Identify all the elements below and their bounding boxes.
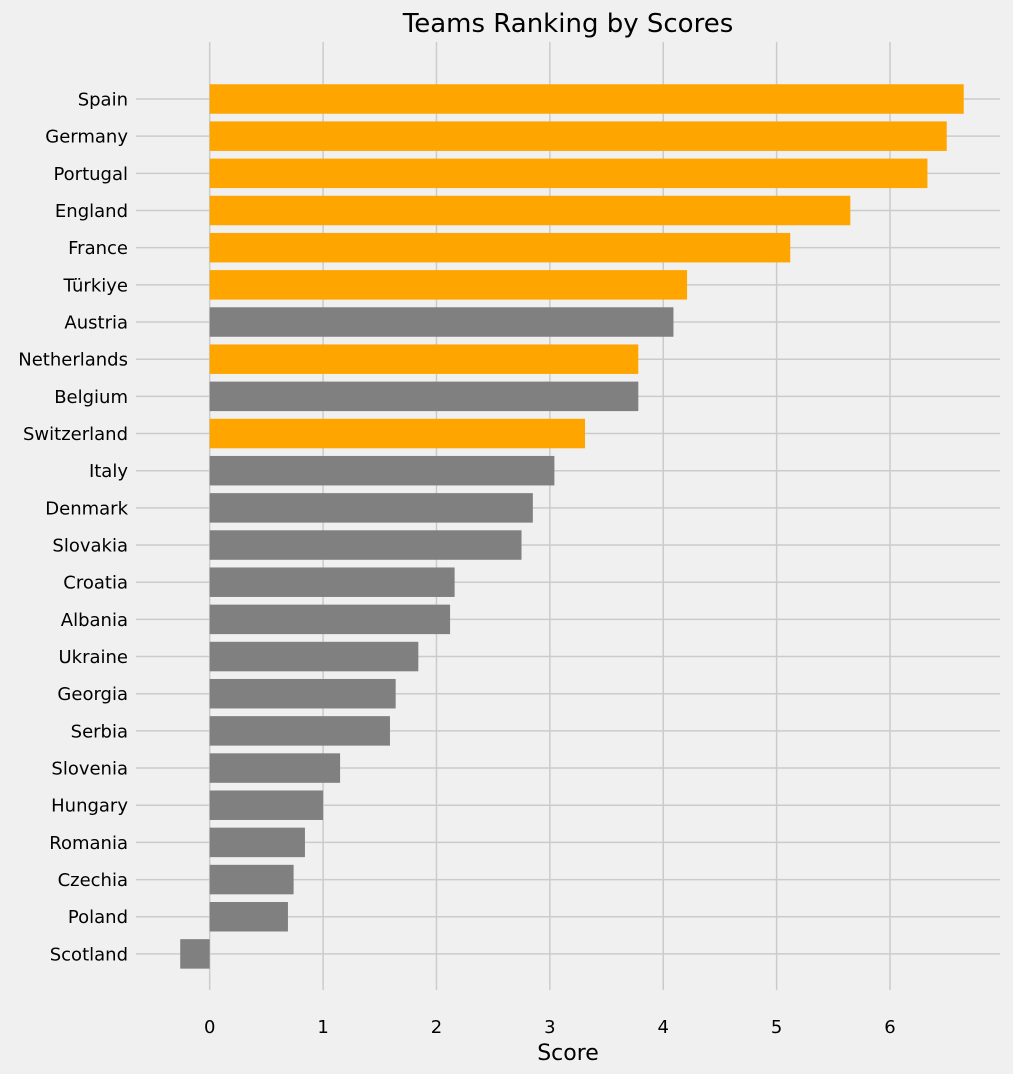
bar-denmark <box>209 493 533 523</box>
y-tick-label: Ukraine <box>58 647 128 668</box>
y-tick-label: Slovenia <box>51 759 128 780</box>
x-tick-label: 4 <box>658 1017 669 1038</box>
y-tick-label: Hungary <box>51 796 128 817</box>
y-tick-label: Belgium <box>54 387 128 408</box>
x-tick-label: 1 <box>317 1017 328 1038</box>
y-tick-label: France <box>68 238 128 259</box>
y-tick-label: Portugal <box>53 164 128 185</box>
bar-italy <box>209 455 555 486</box>
bar-slovakia <box>209 530 522 560</box>
bar-serbia <box>209 716 390 746</box>
x-tick-label: 5 <box>771 1017 782 1038</box>
y-tick-label: Georgia <box>57 684 128 705</box>
bar-france <box>209 232 791 263</box>
y-tick-label: England <box>55 201 128 222</box>
y-tick-label: Slovakia <box>52 536 128 557</box>
bar-hungary <box>209 790 324 820</box>
bar-ukraine <box>209 641 419 672</box>
y-tick-label: Serbia <box>71 721 128 742</box>
x-tick-label: 0 <box>204 1017 215 1038</box>
y-tick-label: Scotland <box>50 944 128 965</box>
y-tick-label: Germany <box>45 127 128 148</box>
y-tick-label: Spain <box>78 90 128 111</box>
bar-poland <box>209 901 288 932</box>
y-tick-labels: Spain Germany Portugal England France Türkiye… <box>18 90 128 966</box>
bar-england <box>209 195 851 226</box>
bar-germany <box>209 121 947 151</box>
bar-scotland <box>180 939 210 969</box>
bar-croatia <box>209 567 455 597</box>
bar-switzerland <box>209 418 586 449</box>
y-tick-label: Poland <box>68 907 128 928</box>
bar-portugal <box>209 158 928 189</box>
y-tick-label: Italy <box>89 461 128 482</box>
bar-czechia <box>209 864 294 895</box>
x-tick-labels: 0 1 2 3 4 5 6 <box>204 1017 896 1038</box>
bar-netherlands <box>209 344 639 374</box>
bar-romania <box>209 827 305 858</box>
bar-türkiye <box>209 270 688 300</box>
bar-belgium <box>209 381 639 412</box>
bar-albania <box>209 604 451 635</box>
bar-slovenia <box>209 753 341 783</box>
y-tick-label: Croatia <box>63 573 128 594</box>
y-tick-label: Netherlands <box>18 350 128 371</box>
x-tick-label: 6 <box>884 1017 895 1038</box>
y-tick-label: Türkiye <box>63 275 129 296</box>
bar-georgia <box>209 678 396 709</box>
y-tick-label: Czechia <box>58 870 128 891</box>
bars <box>180 84 964 969</box>
y-tick-label: Austria <box>64 313 128 334</box>
x-tick-label: 2 <box>431 1017 442 1038</box>
x-tick-label: 3 <box>544 1017 555 1038</box>
y-tick-label: Switzerland <box>23 424 128 445</box>
y-tick-label: Albania <box>61 610 128 631</box>
chart-title: Teams Ranking by Scores <box>402 9 733 39</box>
bar-austria <box>209 307 674 337</box>
bar-spain <box>209 84 964 114</box>
x-axis-label: Score <box>537 1041 599 1066</box>
y-tick-label: Denmark <box>45 498 128 519</box>
y-tick-label: Romania <box>49 833 128 854</box>
